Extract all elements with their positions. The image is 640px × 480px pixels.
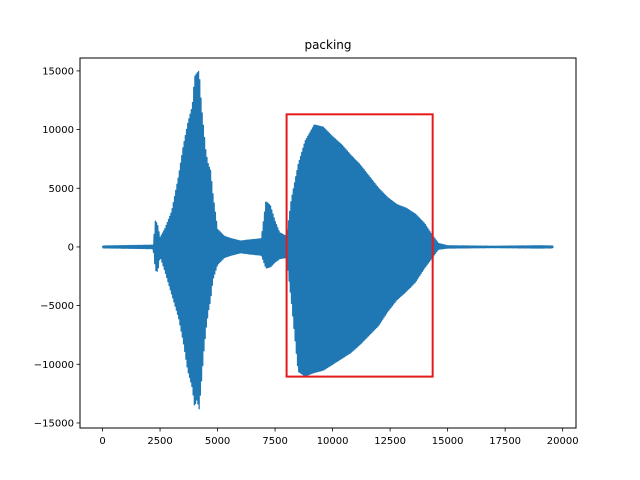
plot-area (101, 70, 554, 410)
y-tick-label: −10000 (34, 360, 74, 371)
axes: 0 2500 5000 7500 10000 12500 15000 17500 20000 −1… (34, 57, 579, 447)
plot-clip-group (101, 70, 554, 410)
x-tick-label: 20000 (547, 436, 579, 447)
y-tick-label: 10000 (42, 125, 74, 136)
x-tick-label: 12500 (374, 436, 406, 447)
y-tick-label: 5000 (49, 184, 74, 195)
y-tick-label: −5000 (40, 301, 74, 312)
y-tick-label: 15000 (42, 66, 74, 77)
x-tick-label: 5000 (205, 436, 230, 447)
series-line-0 (101, 70, 554, 410)
x-tick-label: 10000 (317, 436, 349, 447)
x-tick-label: 17500 (489, 436, 521, 447)
y-tick-label: 0 (68, 242, 74, 253)
x-tick-label: 15000 (432, 436, 464, 447)
y-tick-label: −15000 (34, 418, 74, 429)
axes-frame (79, 57, 577, 429)
x-tick-label: 0 (99, 436, 105, 447)
x-tick-label: 2500 (147, 436, 172, 447)
chart-title: packing (304, 38, 351, 52)
x-tick-label: 7500 (262, 436, 287, 447)
highlight-rectangle-0 (285, 113, 434, 378)
